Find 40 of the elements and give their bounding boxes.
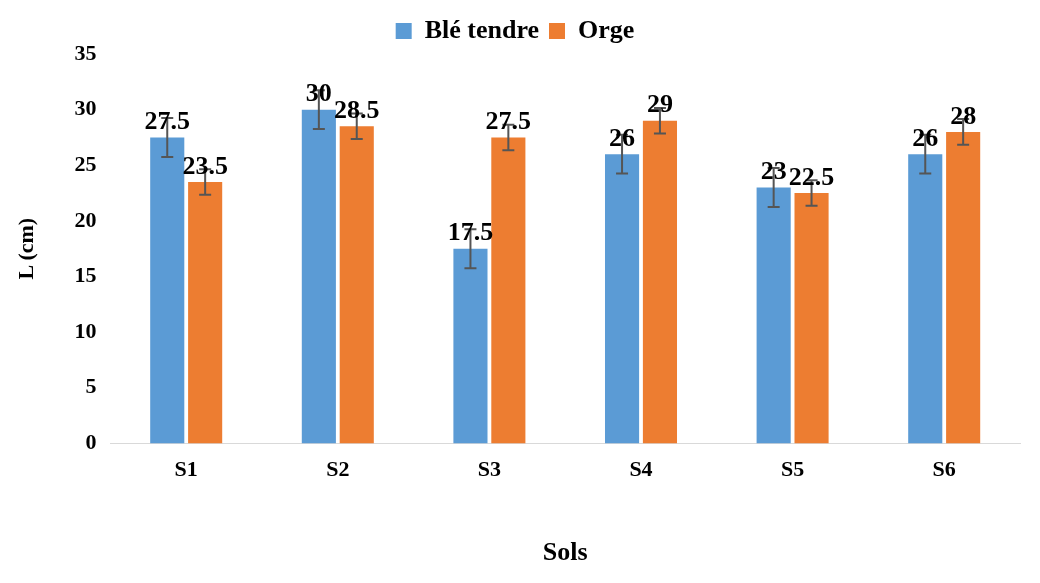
x-tick-label: S6 xyxy=(932,456,956,482)
bar xyxy=(491,137,526,444)
bar xyxy=(339,126,374,444)
bar xyxy=(794,193,829,444)
x-axis-title: Sols xyxy=(542,537,588,567)
x-tick-label: S4 xyxy=(629,456,653,482)
legend-label: Orge xyxy=(578,14,635,44)
x-tick-label: S3 xyxy=(477,456,502,482)
bar xyxy=(908,154,943,444)
x-tick-label: S5 xyxy=(780,456,805,482)
data-label: 22.5 xyxy=(788,161,835,191)
y-tick-label: 10 xyxy=(74,317,97,343)
data-label: 28 xyxy=(950,100,977,130)
y-tick-label: 35 xyxy=(74,39,97,65)
bar xyxy=(946,131,981,444)
bar xyxy=(605,154,640,444)
data-label: 26 xyxy=(609,122,636,152)
y-tick-label: 0 xyxy=(85,429,97,455)
bar xyxy=(453,248,488,444)
legend-label: Blé tendre xyxy=(424,14,540,44)
y-tick-label: 15 xyxy=(74,262,97,288)
bar xyxy=(188,181,223,444)
y-axis-title: L (cm) xyxy=(12,217,38,280)
data-label: 27.5 xyxy=(485,106,532,136)
bar xyxy=(642,120,678,444)
bar xyxy=(150,137,185,444)
data-label: 29 xyxy=(646,89,673,119)
y-tick-label: 5 xyxy=(85,373,97,399)
data-label: 23 xyxy=(760,156,787,186)
bar xyxy=(301,109,336,444)
bar xyxy=(756,187,791,444)
x-tick-label: S1 xyxy=(174,456,198,482)
data-label: 28.5 xyxy=(334,95,380,125)
data-label: 26 xyxy=(912,122,939,152)
y-tick-label: 30 xyxy=(74,95,97,121)
y-tick-label: 20 xyxy=(74,206,97,232)
data-label: 30 xyxy=(305,78,332,108)
data-label: 27.5 xyxy=(144,106,190,136)
y-tick-label: 25 xyxy=(74,150,97,176)
x-tick-label: S2 xyxy=(326,456,350,482)
